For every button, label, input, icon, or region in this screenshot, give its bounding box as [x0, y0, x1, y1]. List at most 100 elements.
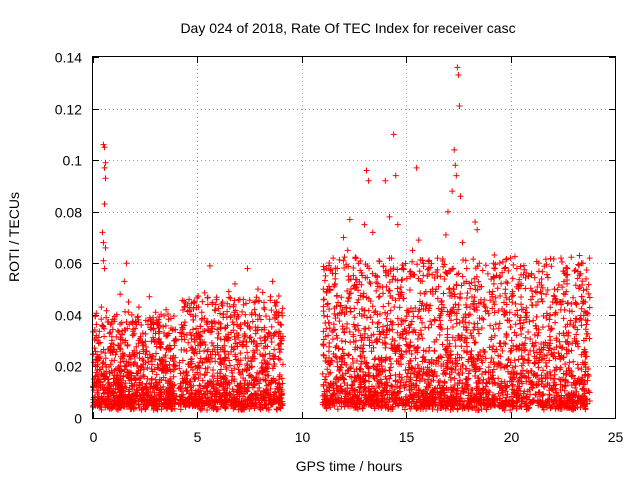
data-point: [99, 384, 106, 391]
data-point: [248, 364, 255, 371]
data-point: [362, 392, 369, 399]
data-point: [232, 395, 239, 402]
data-point: [138, 322, 145, 329]
data-point: [124, 325, 131, 332]
data-point: [509, 364, 516, 371]
data-point: [275, 355, 282, 362]
data-point: [191, 338, 198, 345]
data-point: [438, 405, 445, 412]
data-point: [263, 401, 270, 408]
data-point: [571, 405, 578, 412]
data-point: [355, 260, 362, 267]
data-point: [372, 388, 379, 395]
data-point: [146, 293, 153, 300]
data-point: [437, 310, 444, 317]
data-point: [360, 290, 367, 297]
data-point: [393, 392, 400, 399]
data-point: [214, 375, 221, 382]
data-point: [527, 391, 534, 398]
data-point: [509, 381, 516, 388]
data-point: [357, 361, 364, 368]
data-point: [118, 379, 125, 386]
y-tick-label: 0.08: [55, 205, 82, 221]
data-point: [477, 402, 484, 409]
data-point: [242, 332, 249, 339]
data-point: [505, 267, 512, 274]
data-point: [217, 394, 224, 401]
data-point: [465, 395, 472, 402]
data-point: [139, 380, 146, 387]
data-point: [271, 346, 278, 353]
data-point: [109, 348, 116, 355]
data-point: [155, 402, 162, 409]
data-point: [410, 400, 417, 407]
data-point: [494, 285, 501, 292]
data-point: [394, 315, 401, 322]
data-point: [330, 255, 337, 262]
data-point: [422, 356, 429, 363]
data-point: [569, 340, 576, 347]
data-point: [374, 324, 381, 331]
data-point: [188, 383, 195, 390]
data-point: [559, 258, 566, 265]
data-point: [162, 322, 169, 329]
data-point: [370, 392, 377, 399]
data-point: [117, 346, 124, 353]
data-point: [359, 293, 366, 300]
data-point: [144, 364, 151, 371]
data-point: [535, 268, 542, 275]
data-point: [398, 351, 405, 358]
data-point: [117, 334, 124, 341]
data-point: [261, 337, 268, 344]
data-point: [215, 305, 222, 312]
data-point: [150, 326, 157, 333]
data-point: [181, 336, 188, 343]
data-point: [568, 400, 575, 407]
data-point: [478, 325, 485, 332]
data-point: [474, 226, 481, 233]
data-point: [441, 261, 448, 268]
data-point: [570, 294, 577, 301]
data-point: [320, 303, 327, 310]
data-point: [420, 347, 427, 354]
data-point: [141, 398, 148, 405]
data-point: [546, 392, 553, 399]
data-point: [574, 326, 581, 333]
data-point: [436, 314, 443, 321]
data-point: [259, 363, 266, 370]
data-point: [257, 335, 264, 342]
data-point: [564, 271, 571, 278]
data-point: [562, 383, 569, 390]
data-point: [559, 344, 566, 351]
data-point: [163, 367, 170, 374]
data-point: [272, 353, 279, 360]
data-point: [484, 270, 491, 277]
data-point: [354, 357, 361, 364]
data-point: [339, 325, 346, 332]
data-point: [407, 370, 414, 377]
data-point: [152, 397, 159, 404]
data-point: [277, 396, 284, 403]
data-point: [211, 398, 218, 405]
data-point: [278, 335, 285, 342]
data-point: [223, 396, 230, 403]
data-point: [263, 313, 270, 320]
data-point: [107, 343, 114, 350]
data-point: [325, 348, 332, 355]
data-point: [558, 401, 565, 408]
data-point: [189, 367, 196, 373]
data-point: [407, 268, 414, 275]
data-point: [142, 330, 149, 337]
data-point: [532, 391, 539, 398]
data-point: [360, 376, 367, 383]
y-tick-label: 0.14: [55, 50, 82, 66]
data-point: [202, 391, 209, 398]
data-point: [535, 402, 542, 409]
data-point: [492, 380, 499, 387]
data-point: [383, 283, 390, 290]
data-point: [557, 298, 564, 305]
data-point: [398, 317, 405, 324]
data-point: [435, 379, 442, 386]
data-point: [509, 397, 516, 404]
data-point: [274, 406, 281, 413]
